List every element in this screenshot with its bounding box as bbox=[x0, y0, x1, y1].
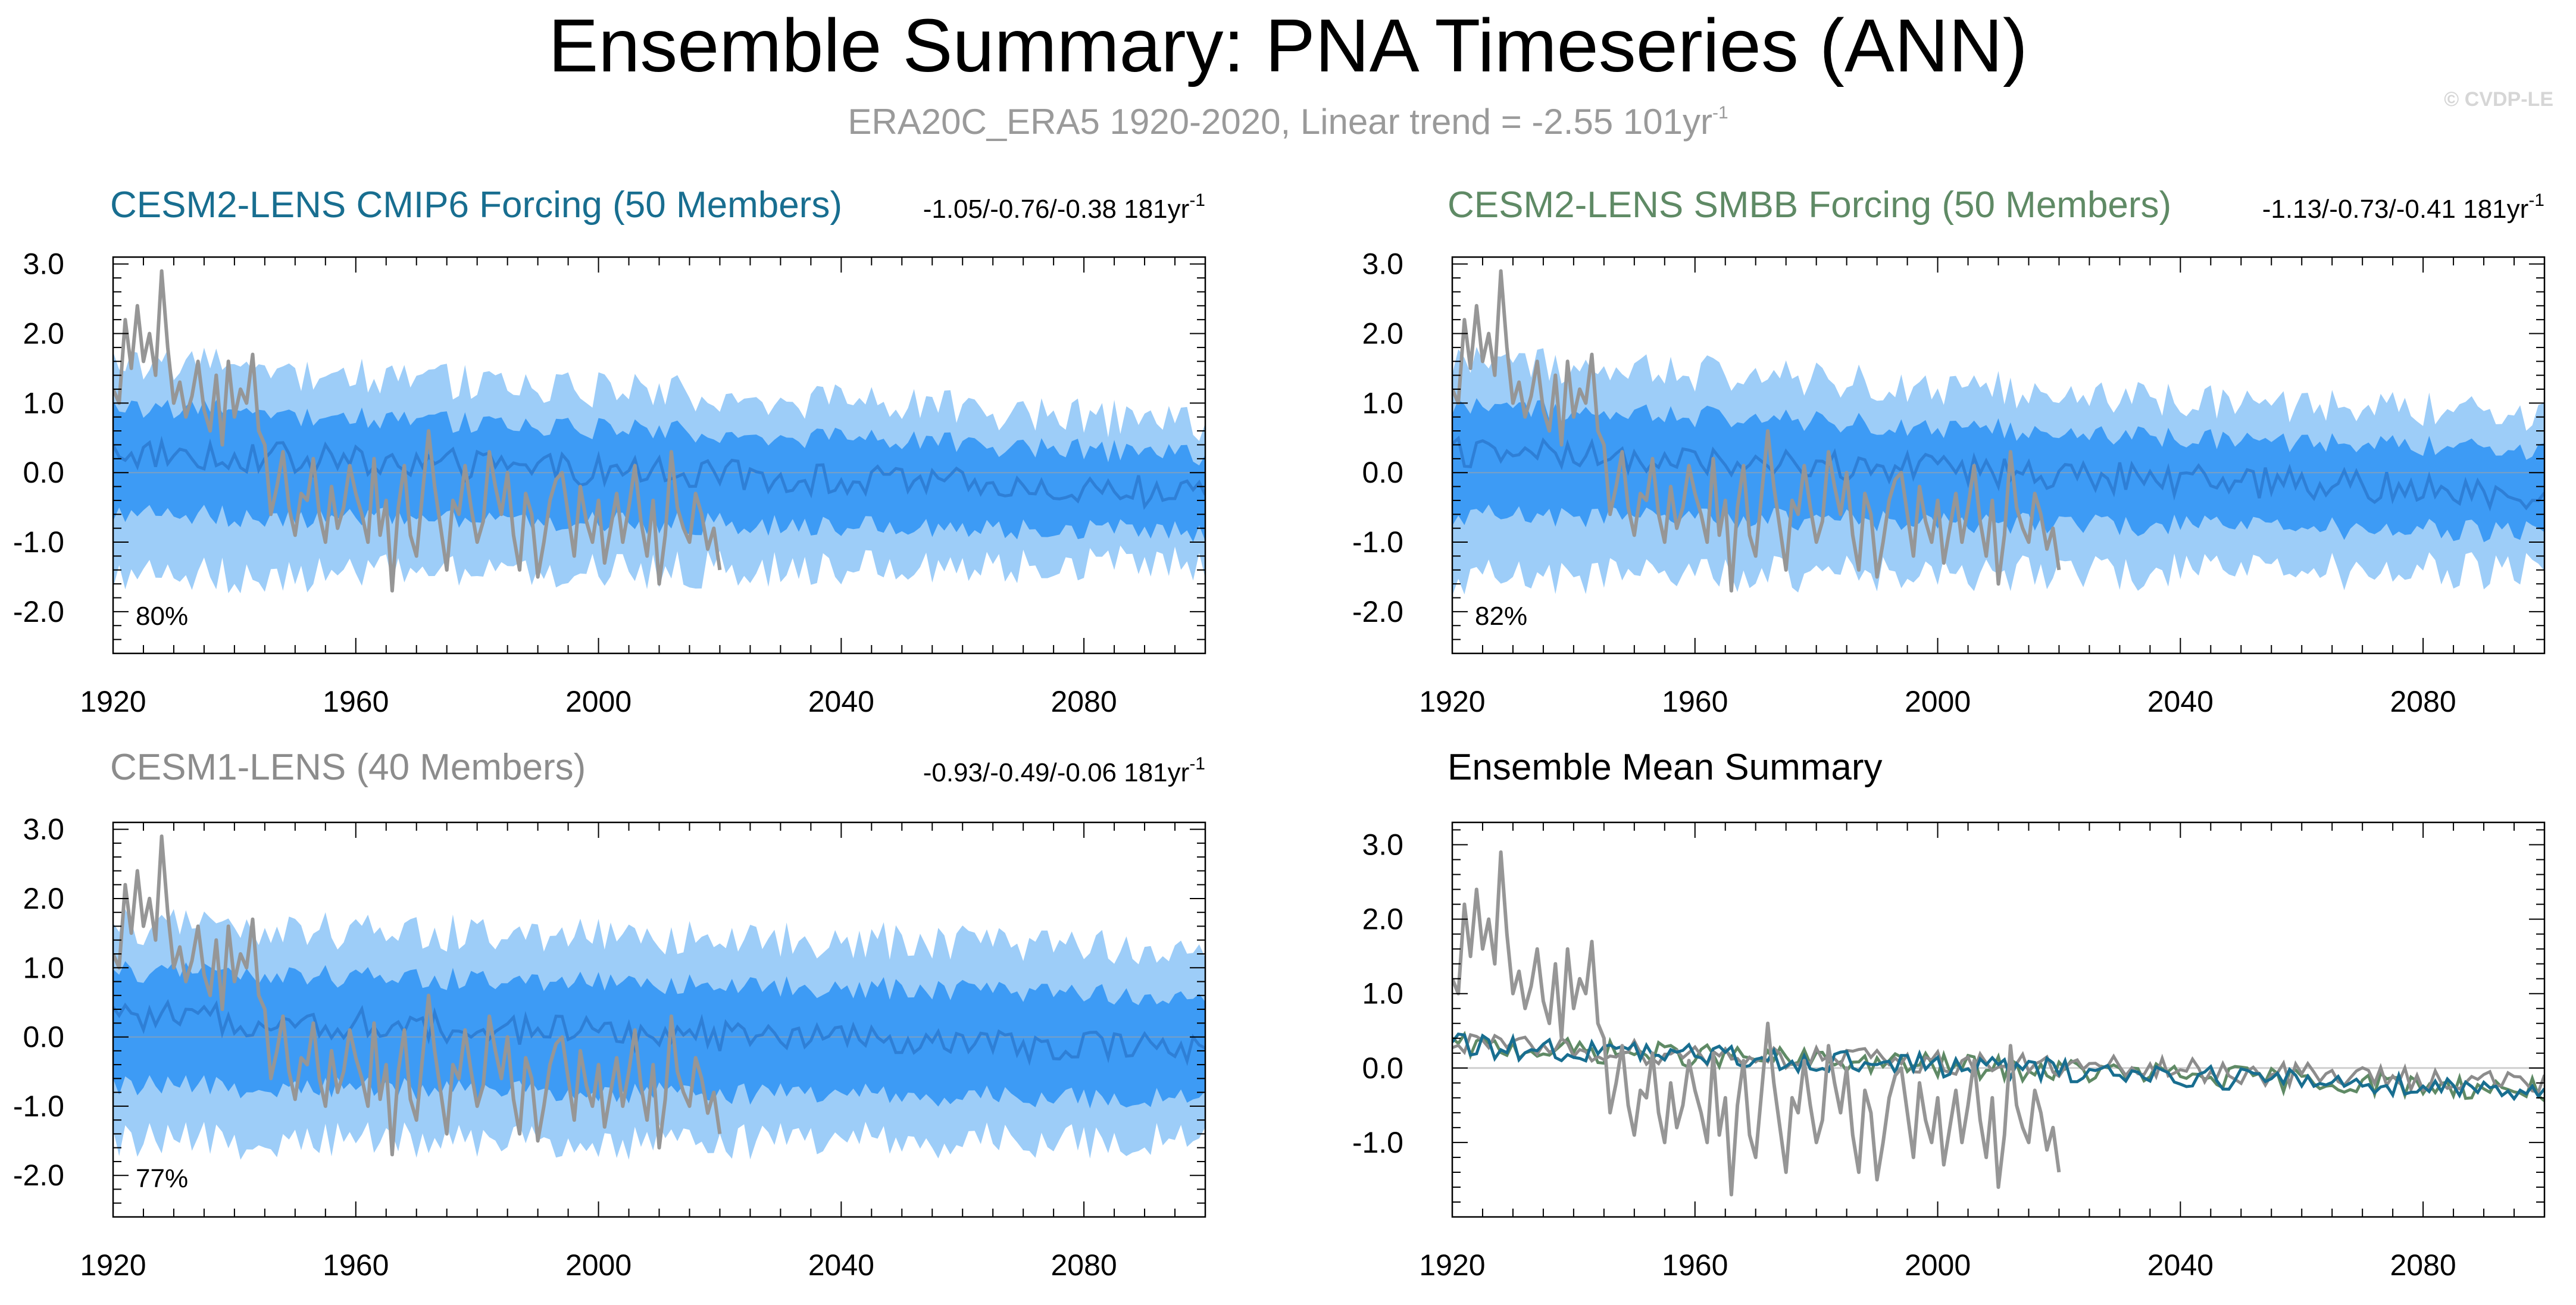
x-tick-label: 2040 bbox=[808, 1248, 874, 1282]
observations-line bbox=[113, 834, 722, 1157]
y-tick-label: 3.0 bbox=[1362, 248, 1403, 281]
y-tick-label: 1.0 bbox=[23, 951, 64, 984]
x-tick-label: 1920 bbox=[1419, 1248, 1485, 1282]
y-tick-label: -2.0 bbox=[13, 595, 64, 628]
panel-trend-sup: -1 bbox=[2528, 190, 2544, 210]
panel-trend-sup: -1 bbox=[1189, 190, 1205, 210]
y-tick-label: 2.0 bbox=[23, 882, 64, 915]
x-tick-label: 1960 bbox=[323, 1248, 389, 1282]
series-cesm2-cmip6-line bbox=[1452, 1032, 2544, 1101]
y-tick-label: -1.0 bbox=[13, 1090, 64, 1123]
panel-title: CESM1-LENS (40 Members) bbox=[110, 747, 586, 788]
panel-ens-mean: Ensemble Mean Summary 1920 1960 2000 2040 20… bbox=[1352, 747, 2546, 1282]
y-tick-label: 0.0 bbox=[23, 1021, 64, 1054]
y-tick-label: -1.0 bbox=[13, 525, 64, 559]
ensemble-mean-line bbox=[113, 436, 1205, 510]
x-tick-label: 2040 bbox=[808, 685, 874, 718]
observations-line bbox=[113, 269, 722, 593]
panel-title: Ensemble Mean Summary bbox=[1448, 747, 1883, 788]
x-tick-label: 2000 bbox=[1905, 685, 1971, 718]
panel-cesm2-smbb: CESM2-LENS SMBB Forcing (50 Members) -1.… bbox=[1352, 184, 2546, 718]
y-tick-label: 2.0 bbox=[23, 317, 64, 350]
x-tick-label: 1920 bbox=[80, 685, 146, 718]
x-tick-label: 1920 bbox=[80, 1248, 146, 1282]
y-tick-label: 0.0 bbox=[1362, 1051, 1403, 1085]
x-tick-label: 2080 bbox=[2390, 1248, 2456, 1282]
plot-clip-group bbox=[113, 834, 1205, 1160]
panel-trend-text: -1.13/-0.73/-0.41 181yr bbox=[2262, 195, 2529, 224]
copyright-label: © CVDP-LE bbox=[2444, 88, 2553, 111]
x-tick-label: 1920 bbox=[1419, 685, 1485, 718]
x-tick-label: 1960 bbox=[1662, 685, 1728, 718]
panel-title: CESM2-LENS CMIP6 Forcing (50 Members) bbox=[110, 184, 842, 226]
panel-trend: -1.13/-0.73/-0.41 181yr-1 bbox=[2262, 190, 2544, 224]
panel-trend-text: -1.05/-0.76/-0.38 181yr bbox=[923, 195, 1190, 224]
y-tick-label: 0.0 bbox=[1362, 456, 1403, 489]
panel-trend: -1.05/-0.76/-0.38 181yr-1 bbox=[923, 190, 1205, 224]
x-tick-label: 2000 bbox=[1905, 1248, 1971, 1282]
x-tick-label: 2000 bbox=[565, 685, 632, 718]
ensemble-mean-line bbox=[113, 999, 1205, 1066]
figure-subtitle-main: ERA20C_ERA5 1920-2020, Linear trend = -2… bbox=[848, 102, 1712, 142]
x-tick-label: 2080 bbox=[1051, 1248, 1117, 1282]
y-tick-label: 3.0 bbox=[23, 813, 64, 846]
y-tick-label: -1.0 bbox=[1352, 1126, 1403, 1159]
figure-subtitle-sup: -1 bbox=[1712, 103, 1728, 123]
panel-trend-text: -0.93/-0.49/-0.06 181yr bbox=[923, 758, 1190, 787]
plot-area: 1920 1960 2000 2040 2080 3.0 2.0 1.0 0.0 -1.0 -2.0 bbox=[1352, 248, 2546, 718]
x-tick-label: 2040 bbox=[2147, 1248, 2214, 1282]
figure-subtitle: ERA20C_ERA5 1920-2020, Linear trend = -2… bbox=[848, 102, 1728, 142]
y-tick-label: 0.0 bbox=[23, 456, 64, 489]
plot-area: 1920 1960 2000 2040 2080 3.0 2.0 1.0 0.0 -1.0 -2.0 bbox=[13, 813, 1206, 1282]
panel-trend: -0.93/-0.49/-0.06 181yr-1 bbox=[923, 754, 1205, 787]
x-tick-label: 2080 bbox=[1051, 685, 1117, 718]
y-tick-label: 3.0 bbox=[1362, 828, 1403, 862]
ensemble-mean-line bbox=[1452, 435, 2544, 512]
x-tick-label: 2040 bbox=[2147, 685, 2214, 718]
y-tick-label: -2.0 bbox=[13, 1159, 64, 1192]
observations-line bbox=[1452, 269, 2061, 593]
y-tick-label: 1.0 bbox=[1362, 386, 1403, 420]
y-tick-label: 3.0 bbox=[23, 248, 64, 281]
panel-cesm2-cmip6: CESM2-LENS CMIP6 Forcing (50 Members) -1… bbox=[13, 184, 1206, 718]
panel-percent: 80% bbox=[136, 602, 188, 631]
x-tick-label: 2000 bbox=[565, 1248, 632, 1282]
panel-percent: 82% bbox=[1475, 602, 1527, 631]
panel-trend-sup: -1 bbox=[1189, 754, 1205, 774]
figure-title: Ensemble Summary: PNA Timeseries (ANN) bbox=[548, 4, 2028, 87]
x-tick-label: 2080 bbox=[2390, 685, 2456, 718]
x-tick-label: 1960 bbox=[1662, 1248, 1728, 1282]
y-tick-label: 2.0 bbox=[1362, 903, 1403, 936]
y-tick-label: 1.0 bbox=[1362, 977, 1403, 1010]
y-tick-label: 2.0 bbox=[1362, 317, 1403, 350]
series-cesm1-line bbox=[1452, 1032, 2544, 1094]
plot-area: 1920 1960 2000 2040 2080 3.0 2.0 1.0 0.0 -1.0 bbox=[1352, 821, 2546, 1282]
panel-title: CESM2-LENS SMBB Forcing (50 Members) bbox=[1448, 184, 2171, 226]
observations-line bbox=[1452, 850, 2061, 1197]
series-cesm2-smbb-line bbox=[1452, 1031, 2544, 1102]
panel-percent: 77% bbox=[136, 1164, 188, 1193]
plot-clip-group bbox=[1452, 269, 2544, 596]
plot-area: 1920 1960 2000 2040 2080 3.0 2.0 1.0 0.0 -1.0 -2.0 bbox=[13, 248, 1206, 718]
y-tick-label: 1.0 bbox=[23, 386, 64, 420]
y-tick-label: -1.0 bbox=[1352, 525, 1403, 559]
plot-frame bbox=[1451, 821, 2546, 1218]
x-tick-label: 1960 bbox=[323, 685, 389, 718]
panel-cesm1: CESM1-LENS (40 Members) -0.93/-0.49/-0.0… bbox=[13, 747, 1206, 1282]
y-tick-label: -2.0 bbox=[1352, 595, 1403, 628]
plot-clip-group bbox=[1452, 850, 2544, 1197]
plot-clip-group bbox=[113, 269, 1205, 593]
